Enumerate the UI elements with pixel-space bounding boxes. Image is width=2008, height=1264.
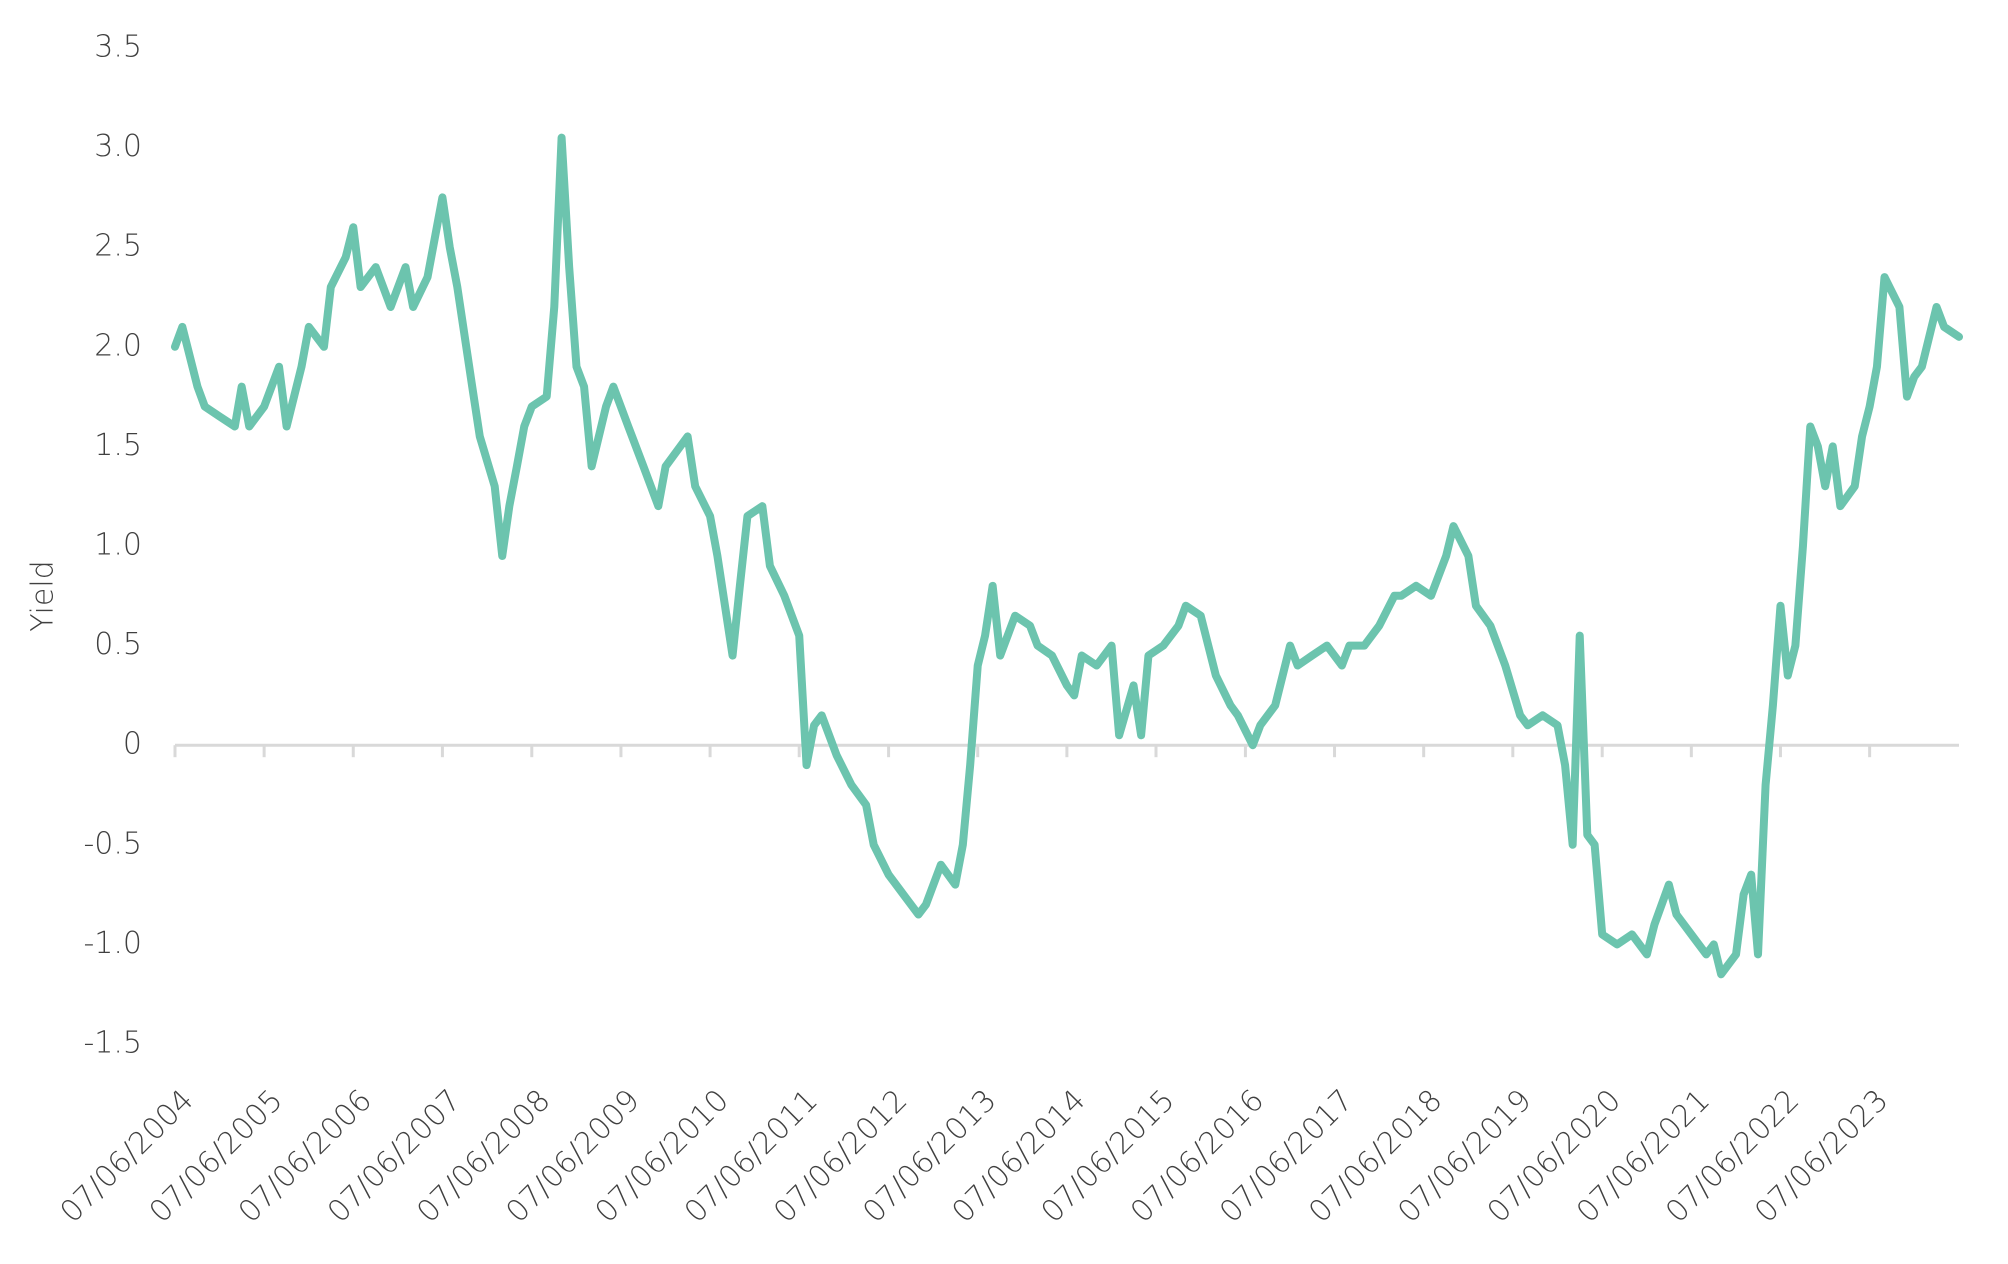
data-line	[171, 133, 1963, 979]
y-tick-label: 0.5	[94, 627, 142, 662]
y-tick-label: 2.5	[94, 229, 142, 264]
y-tick-label: 0	[123, 727, 142, 762]
y-axis-title: Yield	[26, 560, 61, 631]
y-tick-label: 1.5	[94, 428, 142, 463]
y-tick-label: -1.0	[83, 926, 142, 961]
y-tick-label: 3.0	[94, 129, 142, 164]
y-tick-label: 3.5	[94, 30, 142, 65]
y-tick-label: -0.5	[83, 826, 142, 861]
y-tick-label: -1.5	[83, 1026, 142, 1061]
y-tick-label: 2.0	[94, 328, 142, 363]
y-tick-label: 1.0	[94, 528, 142, 563]
